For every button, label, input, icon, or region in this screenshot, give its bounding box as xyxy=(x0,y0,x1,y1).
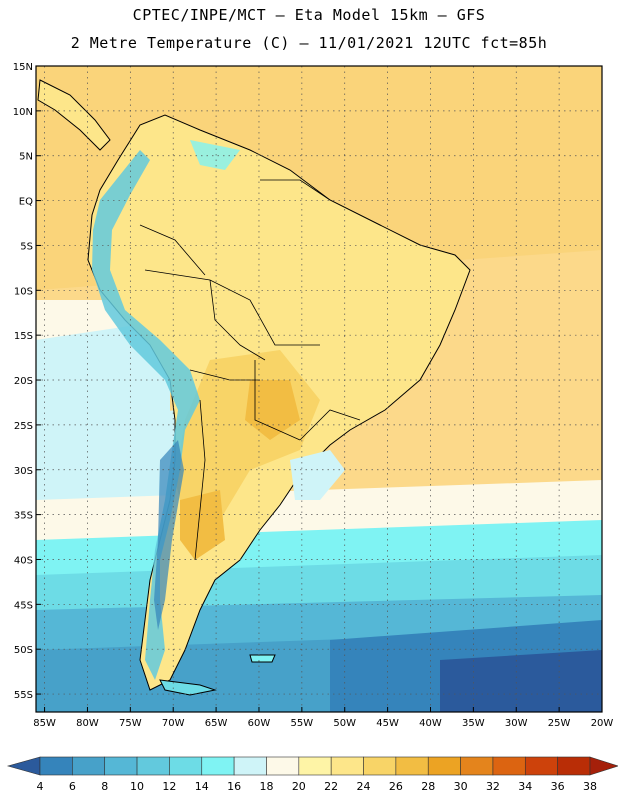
lon-label: 35W xyxy=(462,718,485,729)
legend-tick-label: 30 xyxy=(454,780,468,793)
lat-label: 10N xyxy=(13,107,33,118)
map-grid xyxy=(36,66,602,712)
lat-label: 5N xyxy=(19,152,33,163)
legend-swatch xyxy=(136,756,170,776)
latitude-labels: 15N 10N 5N EQ 5S 10S 15S 20S 25S 30S 35S 40S 45S 50S 5… xyxy=(13,62,41,701)
legend-swatch xyxy=(557,756,591,776)
lon-label: 20W xyxy=(591,718,614,729)
legend-tick-label: 18 xyxy=(259,780,273,793)
legend-swatch xyxy=(104,756,138,776)
legend-swatch xyxy=(395,756,429,776)
legend-swatch xyxy=(39,756,73,776)
map-field xyxy=(36,66,602,712)
legend-swatch xyxy=(72,756,106,776)
lon-label: 85W xyxy=(33,718,56,729)
lon-label: 55W xyxy=(291,718,314,729)
chart-title: CPTEC/INPE/MCT — Eta Model 15km — GFS xyxy=(132,6,486,24)
legend-swatch xyxy=(169,756,203,776)
country-borders xyxy=(139,179,361,561)
legend-swatch xyxy=(266,756,300,776)
legend-tick-label: 14 xyxy=(195,780,209,793)
legend-tick-label: 20 xyxy=(292,780,306,793)
lat-label: 25S xyxy=(14,421,33,432)
legend-swatch xyxy=(427,756,461,776)
lat-label: 40S xyxy=(14,555,33,566)
chart-subtitle: 2 Metre Temperature (C) — 11/01/2021 12U… xyxy=(70,34,548,52)
color-legend: 4 6 8 10 12 14 16 18 20 22 24 26 28 30 32 34 36 38 xyxy=(6,756,618,793)
lat-label: 10S xyxy=(14,286,33,297)
lon-label: 60W xyxy=(248,718,271,729)
legend-swatch xyxy=(233,756,267,776)
legend-tick-label: 4 xyxy=(37,780,44,793)
legend-swatch xyxy=(460,756,494,776)
legend-tick-label: 8 xyxy=(101,780,108,793)
legend-swatch xyxy=(492,756,526,776)
lon-label: 70W xyxy=(162,718,185,729)
legend-tick-label: 6 xyxy=(69,780,76,793)
longitude-labels: 85W 80W 75W 70W 65W 60W 55W 50W 45W 40W 35W 30W 25W 2… xyxy=(33,707,613,729)
lon-label: 30W xyxy=(505,718,528,729)
lat-label: 45S xyxy=(14,600,33,611)
legend-tick-label: 34 xyxy=(518,780,532,793)
lon-label: 65W xyxy=(205,718,228,729)
lon-label: 40W xyxy=(419,718,442,729)
lat-label: 15N xyxy=(13,62,33,73)
legend-swatch xyxy=(298,756,332,776)
lat-label: 15S xyxy=(14,331,33,342)
legend-tick-label: 36 xyxy=(551,780,565,793)
legend-tick-label: 10 xyxy=(130,780,144,793)
map-frame xyxy=(35,65,603,713)
legend-tick-label: 12 xyxy=(162,780,176,793)
legend-arrow-high xyxy=(589,756,618,776)
legend-swatch xyxy=(363,756,397,776)
lat-label: 55S xyxy=(14,690,33,701)
legend-tick-label: 28 xyxy=(421,780,435,793)
lat-label: 30S xyxy=(14,466,33,477)
lon-label: 25W xyxy=(548,718,571,729)
lat-label: 50S xyxy=(14,645,33,656)
lon-label: 75W xyxy=(119,718,142,729)
legend-swatch xyxy=(201,756,235,776)
legend-tick-label: 26 xyxy=(389,780,403,793)
legend-tick-label: 38 xyxy=(583,780,597,793)
legend-arrow-low xyxy=(6,756,41,776)
legend-swatch xyxy=(524,756,558,776)
legend-tick-label: 22 xyxy=(324,780,338,793)
legend-tick-label: 16 xyxy=(227,780,241,793)
lat-label: 20S xyxy=(14,376,33,387)
lon-label: 45W xyxy=(376,718,399,729)
lat-label: EQ xyxy=(19,197,33,208)
lon-label: 50W xyxy=(333,718,356,729)
legend-tick-label: 24 xyxy=(357,780,371,793)
lat-label: 5S xyxy=(20,241,33,252)
lat-label: 35S xyxy=(14,511,33,522)
temperature-map: 15N 10N 5N EQ 5S 10S 15S 20S 25S 30S 35S 40S 45S 50S 5… xyxy=(13,62,614,729)
lon-label: 80W xyxy=(76,718,99,729)
legend-swatch xyxy=(330,756,364,776)
legend-tick-label: 32 xyxy=(486,780,500,793)
